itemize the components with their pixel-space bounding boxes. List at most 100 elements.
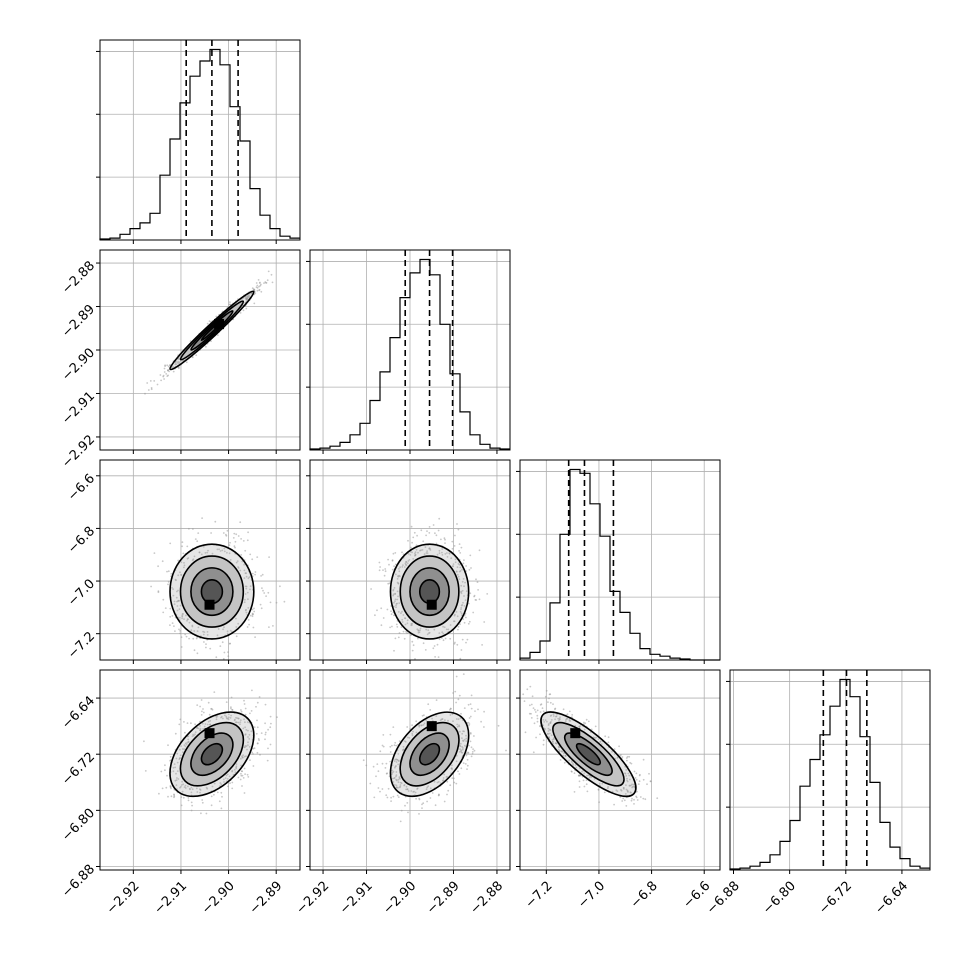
- sample-point: [621, 756, 624, 758]
- sample-point: [256, 726, 259, 729]
- sample-point: [402, 564, 404, 566]
- sample-point: [230, 714, 233, 717]
- sample-point: [422, 540, 425, 543]
- sample-point: [204, 723, 207, 725]
- sample-point: [185, 361, 188, 364]
- sample-point: [462, 762, 465, 764]
- sample-point: [449, 784, 452, 787]
- sample-point: [225, 715, 228, 718]
- sample-point: [393, 649, 395, 652]
- sample-point: [388, 563, 390, 566]
- sample-point: [389, 745, 392, 748]
- sample-point: [245, 611, 248, 614]
- sample-point: [167, 374, 170, 377]
- sample-point: [267, 270, 270, 273]
- sample-point: [550, 719, 553, 721]
- sample-point: [243, 699, 245, 702]
- sample-point: [240, 709, 242, 711]
- sample-point: [175, 757, 178, 760]
- sample-point: [389, 760, 392, 763]
- sample-point: [177, 367, 180, 370]
- sample-point: [622, 786, 625, 789]
- sample-point: [554, 718, 556, 721]
- sample-point: [209, 720, 212, 722]
- sample-point: [247, 531, 250, 534]
- sample-point: [534, 711, 537, 713]
- sample-point: [549, 722, 552, 724]
- sample-point: [223, 651, 226, 654]
- sample-point: [245, 575, 248, 578]
- sample-point: [394, 637, 397, 640]
- sample-point: [170, 573, 173, 575]
- sample-point: [450, 557, 453, 560]
- sample-point: [244, 773, 247, 775]
- sample-point: [381, 762, 384, 765]
- sample-point: [486, 593, 489, 595]
- sample-point: [227, 655, 230, 658]
- sample-point: [235, 721, 238, 724]
- sample-point: [449, 637, 452, 640]
- sample-point: [256, 751, 259, 754]
- sample-point: [459, 717, 462, 720]
- sample-point: [474, 710, 476, 712]
- sample-point: [454, 641, 456, 644]
- sample-point: [551, 738, 554, 741]
- sample-point: [622, 797, 625, 800]
- sample-point: [177, 559, 180, 562]
- sample-point: [170, 366, 173, 369]
- sample-point: [427, 629, 430, 631]
- sample-point: [190, 801, 193, 804]
- sample-point: [644, 798, 647, 801]
- sample-point: [420, 529, 423, 532]
- sample-point: [209, 723, 212, 726]
- sample-point: [382, 617, 385, 619]
- sample-point: [231, 781, 234, 784]
- sample-point: [469, 732, 472, 735]
- contour-line: [389, 543, 470, 640]
- sample-point: [456, 723, 459, 726]
- sample-point: [545, 689, 548, 692]
- sample-point: [455, 570, 458, 573]
- sample-point: [456, 725, 459, 728]
- sample-point: [268, 626, 270, 628]
- sample-point: [389, 626, 391, 629]
- sample-point: [397, 786, 399, 789]
- contour-line: [179, 555, 245, 628]
- sample-point: [415, 548, 418, 551]
- sample-point: [153, 380, 156, 382]
- contour-line: [389, 711, 470, 798]
- sample-point: [461, 737, 463, 739]
- sample-point: [586, 774, 588, 777]
- sample-point: [156, 383, 159, 386]
- sample-point: [193, 649, 196, 652]
- sample-point: [623, 799, 626, 802]
- sample-point: [211, 552, 214, 555]
- sample-point: [415, 797, 417, 800]
- sample-point: [211, 785, 214, 788]
- sample-point: [222, 778, 225, 781]
- sample-point: [466, 758, 469, 761]
- sample-point: [247, 736, 249, 738]
- sample-point: [254, 636, 256, 638]
- sample-point: [214, 520, 217, 523]
- sample-point: [173, 793, 175, 796]
- sample-point: [173, 625, 175, 627]
- sample-point: [376, 609, 378, 612]
- density-peak: [214, 318, 225, 329]
- sample-point: [459, 610, 462, 613]
- sample-point: [216, 548, 219, 551]
- sample-point: [190, 629, 193, 632]
- sample-point: [441, 551, 443, 554]
- sample-point: [557, 748, 560, 751]
- sample-point: [157, 565, 160, 568]
- sample-point: [395, 771, 398, 773]
- sample-point: [483, 710, 485, 713]
- sample-point: [401, 566, 404, 568]
- sample-point: [179, 748, 181, 751]
- sample-point: [246, 296, 249, 299]
- sample-point: [413, 531, 416, 534]
- sample-point: [393, 744, 396, 747]
- density-level: [576, 743, 601, 765]
- sample-point: [224, 714, 226, 717]
- sample-point: [468, 723, 471, 725]
